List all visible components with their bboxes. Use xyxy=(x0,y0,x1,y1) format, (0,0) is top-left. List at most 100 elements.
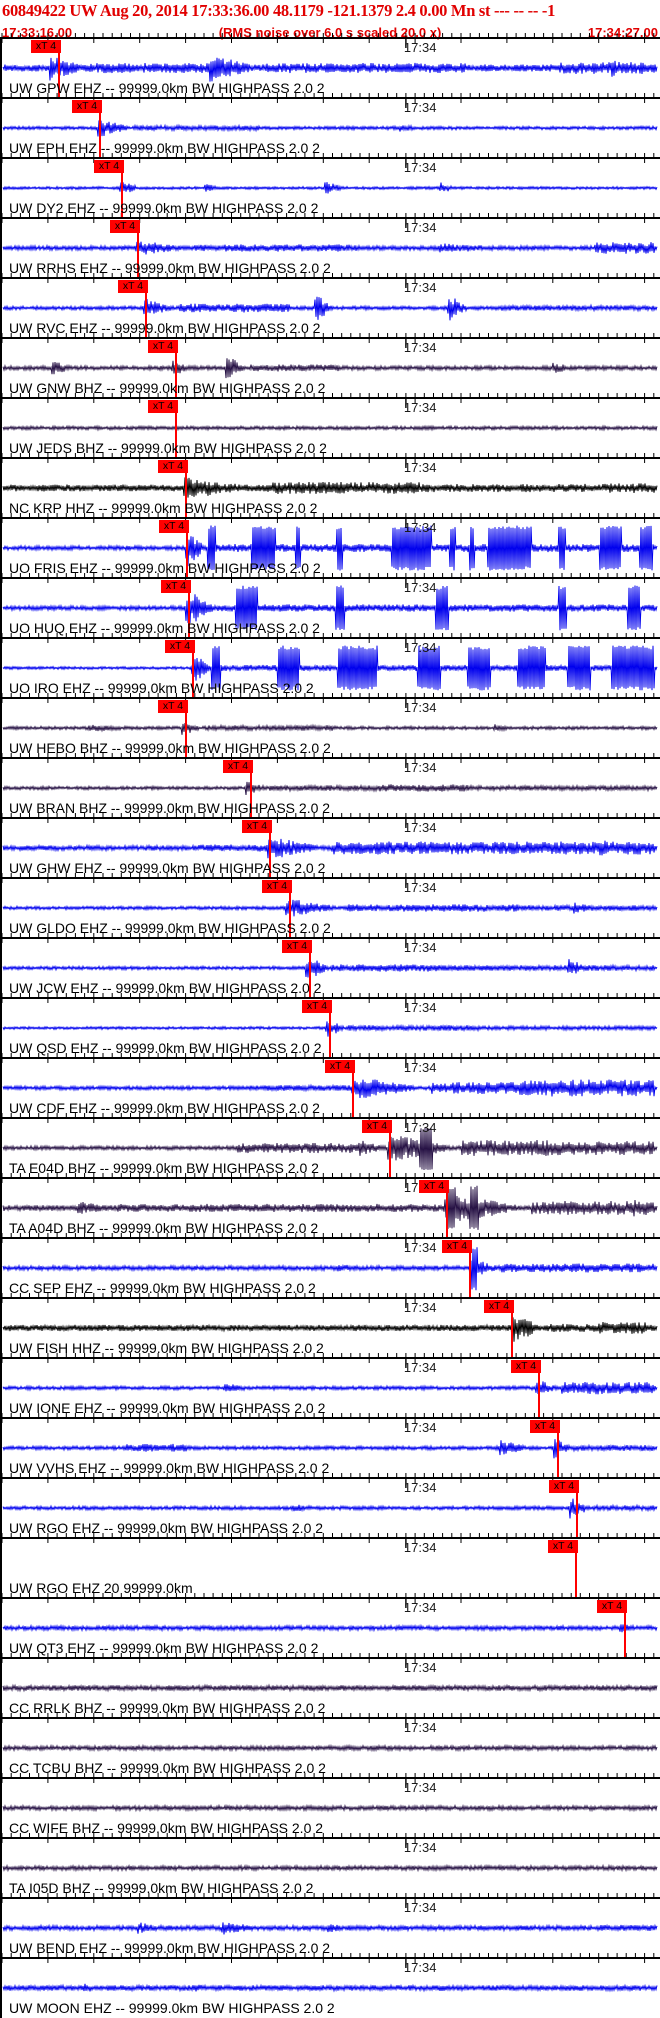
phase-pick-flag-HUQ[interactable]: xT 4 xyxy=(161,580,191,593)
phase-pick-flag-RGO-20[interactable]: xT 4 xyxy=(548,1540,578,1553)
phase-pick-flag-SEP[interactable]: xT 4 xyxy=(442,1240,472,1253)
waveform-CDF[interactable] xyxy=(2,1078,658,1099)
waveform-SEP[interactable] xyxy=(2,1247,658,1291)
phase-pick-flag-JCW[interactable]: xT 4 xyxy=(282,940,312,953)
waveform-GHW[interactable] xyxy=(2,838,658,859)
phase-pick-flag-QSD[interactable]: xT 4 xyxy=(302,1000,332,1013)
phase-pick-flag-JEDS[interactable]: xT 4 xyxy=(148,400,178,413)
station-label-I05D: TA I05D BHZ -- 99999.0km BW HIGHPASS 2.0… xyxy=(9,1880,314,1896)
minute-label: 17:34 xyxy=(403,1840,437,1855)
waveform-RRHS[interactable] xyxy=(2,241,658,255)
phase-pick-flag-EPH[interactable]: xT 4 xyxy=(72,100,102,113)
minute-label: 17:34 xyxy=(403,460,437,475)
waveform-FRIS[interactable] xyxy=(2,525,658,571)
waveform-HEBO[interactable] xyxy=(2,722,658,735)
phase-pick-flag-BRAN[interactable]: xT 4 xyxy=(223,760,253,773)
phase-pick-line-JCW[interactable] xyxy=(309,953,311,997)
waveform-BRAN[interactable] xyxy=(2,781,658,796)
phase-pick-line-GNW[interactable] xyxy=(175,353,177,397)
phase-pick-flag-DY2[interactable]: xT 4 xyxy=(94,160,124,173)
phase-pick-flag-GNW[interactable]: xT 4 xyxy=(148,340,178,353)
minute-label: 17:34 xyxy=(403,1540,437,1555)
waveform-HUQ[interactable] xyxy=(2,585,658,631)
phase-pick-flag-IONE[interactable]: xT 4 xyxy=(511,1360,541,1373)
phase-pick-line-CDF[interactable] xyxy=(352,1073,354,1117)
waveform-WIFE[interactable] xyxy=(2,1803,658,1813)
waveform-RGO[interactable] xyxy=(2,1498,658,1519)
phase-pick-flag-VVHS[interactable]: xT 4 xyxy=(530,1420,560,1433)
station-label-TCBU: CC TCBU BHZ -- 99999.0km BW HIGHPASS 2.0… xyxy=(9,1760,326,1776)
phase-pick-line-GLDO[interactable] xyxy=(289,893,291,937)
phase-pick-flag-HEBO[interactable]: xT 4 xyxy=(158,700,188,713)
phase-pick-line-IONE[interactable] xyxy=(538,1373,540,1417)
event-header: 60849422 UW Aug 20, 2014 17:33:36.00 48.… xyxy=(2,1,556,20)
phase-pick-line-RGO[interactable] xyxy=(576,1493,578,1537)
phase-pick-line-HEBO[interactable] xyxy=(185,713,187,757)
phase-pick-line-JEDS[interactable] xyxy=(175,413,177,457)
minute-label: 17:34 xyxy=(403,1300,437,1315)
phase-pick-line-QT3[interactable] xyxy=(624,1613,626,1657)
waveform-GPW[interactable] xyxy=(2,57,658,82)
phase-pick-line-RRHS[interactable] xyxy=(137,233,139,277)
minute-label: 17:34 xyxy=(403,1600,437,1615)
waveform-QT3[interactable] xyxy=(2,1623,658,1633)
waveform-EPH[interactable] xyxy=(2,120,658,137)
waveform-IRO[interactable] xyxy=(2,645,658,691)
phase-pick-line-E04D[interactable] xyxy=(389,1133,391,1177)
waveform-JCW[interactable] xyxy=(2,959,658,978)
waveform-TCBU[interactable] xyxy=(2,1743,658,1753)
phase-pick-line-DY2[interactable] xyxy=(121,173,123,217)
waveform-DY2[interactable] xyxy=(2,182,658,195)
phase-pick-flag-QT3[interactable]: xT 4 xyxy=(597,1600,627,1613)
phase-pick-line-EPH[interactable] xyxy=(99,113,101,157)
phase-pick-line-VVHS[interactable] xyxy=(557,1433,559,1477)
phase-pick-flag-A04D[interactable]: xT 4 xyxy=(419,1180,449,1193)
waveform-GNW[interactable] xyxy=(2,358,658,379)
minute-label: 17:34 xyxy=(403,40,437,55)
waveform-I05D[interactable] xyxy=(2,1863,658,1873)
minute-label: 17:34 xyxy=(403,1660,437,1675)
minute-label: 17:34 xyxy=(403,1000,437,1015)
waveform-IONE[interactable] xyxy=(2,1381,658,1395)
waveform-FISH[interactable] xyxy=(2,1317,658,1342)
waveform-BEND[interactable] xyxy=(2,1922,658,1935)
phase-pick-line-GHW[interactable] xyxy=(269,833,271,877)
waveform-A04D[interactable] xyxy=(2,1185,658,1230)
phase-pick-flag-RRHS[interactable]: xT 4 xyxy=(110,220,140,233)
phase-pick-line-FISH[interactable] xyxy=(511,1313,513,1357)
waveform-RRLK[interactable] xyxy=(2,1683,658,1693)
waveform-RVC[interactable] xyxy=(2,296,658,321)
phase-pick-line-RVC[interactable] xyxy=(145,293,147,337)
phase-pick-flag-FRIS[interactable]: xT 4 xyxy=(159,520,189,533)
phase-pick-line-BRAN[interactable] xyxy=(250,773,252,817)
minute-label: 17:34 xyxy=(403,1060,437,1075)
phase-pick-flag-E04D[interactable]: xT 4 xyxy=(362,1120,392,1133)
phase-pick-flag-IRO[interactable]: xT 4 xyxy=(165,640,195,653)
phase-pick-line-KRP[interactable] xyxy=(185,473,187,517)
phase-pick-line-GPW[interactable] xyxy=(58,53,60,97)
waveform-E04D[interactable] xyxy=(2,1127,658,1171)
phase-pick-line-IRO[interactable] xyxy=(192,653,194,697)
phase-pick-line-RGO-20[interactable] xyxy=(575,1553,577,1597)
phase-pick-line-FRIS[interactable] xyxy=(186,533,188,577)
waveform-KRP[interactable] xyxy=(2,477,658,498)
phase-pick-flag-RVC[interactable]: xT 4 xyxy=(118,280,148,293)
phase-pick-flag-CDF[interactable]: xT 4 xyxy=(325,1060,355,1073)
phase-pick-flag-GHW[interactable]: xT 4 xyxy=(242,820,272,833)
phase-pick-flag-GLDO[interactable]: xT 4 xyxy=(262,880,292,893)
waveform-MOON[interactable] xyxy=(2,1983,658,1993)
phase-pick-line-HUQ[interactable] xyxy=(188,593,190,637)
phase-pick-line-A04D[interactable] xyxy=(446,1193,448,1237)
phase-pick-line-QSD[interactable] xyxy=(329,1013,331,1057)
phase-pick-flag-FISH[interactable]: xT 4 xyxy=(484,1300,514,1313)
phase-pick-flag-GPW[interactable]: xT 4 xyxy=(31,40,61,53)
waveform-GLDO[interactable] xyxy=(2,899,658,917)
phase-pick-flag-RGO[interactable]: xT 4 xyxy=(549,1480,579,1493)
phase-pick-line-SEP[interactable] xyxy=(469,1253,471,1297)
phase-pick-flag-KRP[interactable]: xT 4 xyxy=(158,460,188,473)
waveform-VVHS[interactable] xyxy=(2,1439,658,1459)
waveform-JEDS[interactable] xyxy=(2,424,658,432)
station-label-WIFE: CC WIFE BHZ -- 99999.0km BW HIGHPASS 2.0… xyxy=(9,1820,324,1836)
